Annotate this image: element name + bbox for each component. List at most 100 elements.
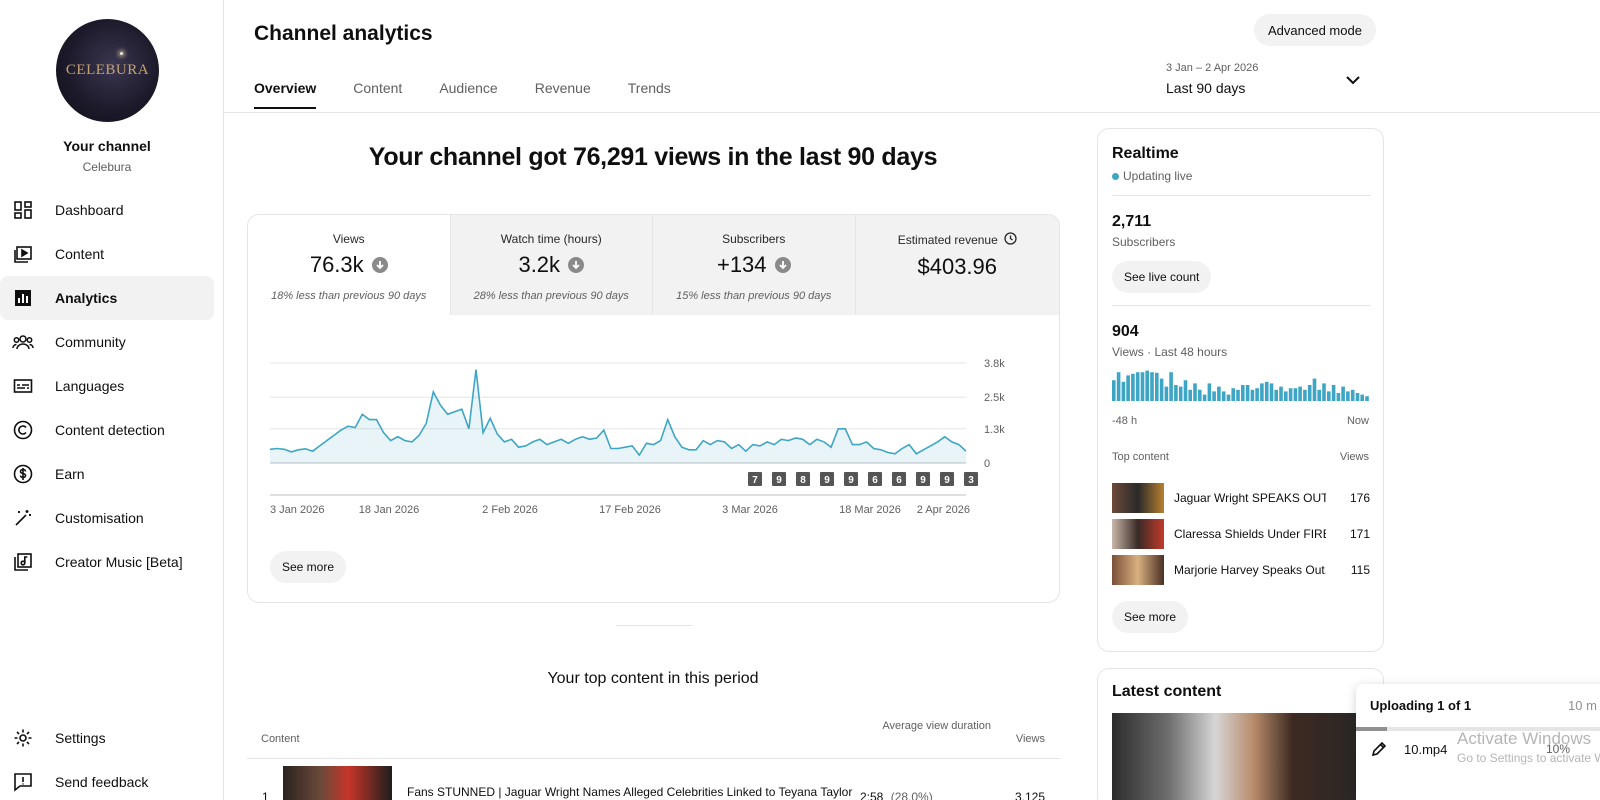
sidebar-item-content-detection[interactable]: Content detection — [0, 408, 214, 452]
realtime-bar — [1135, 372, 1140, 401]
upload-marker — [940, 472, 954, 486]
realtime-bar — [1245, 385, 1250, 401]
sidebar-item-customisation[interactable]: Customisation — [0, 496, 214, 540]
sidebar-item-earn[interactable]: Earn — [0, 452, 214, 496]
views-chart-svg: 3.8k 2.5k 1.3k 0 7 9 8 9 9 6 6 9 9 3 3 Jan 2026 18 Jan … — [269, 358, 1005, 516]
realtime-bar — [1178, 386, 1183, 401]
metric-revenue[interactable]: Estimated revenue $403.96 — [855, 215, 1060, 315]
realtime-bar — [1365, 396, 1369, 401]
realtime-bar — [1217, 386, 1221, 401]
sidebar-item-community[interactable]: Community — [0, 320, 214, 364]
list-item[interactable]: Jaguar Wright SPEAKS OUT... 176 — [1112, 483, 1370, 513]
list-item[interactable]: Marjorie Harvey Speaks Out... 115 — [1112, 555, 1370, 585]
realtime-bar — [1226, 394, 1231, 401]
sidebar-item-analytics[interactable]: Analytics — [0, 276, 214, 320]
pencil-icon[interactable] — [1370, 740, 1388, 763]
metric-value-row: 76.3k — [248, 252, 450, 278]
see-more-button[interactable]: See more — [1112, 601, 1189, 633]
see-live-count-button[interactable]: See live count — [1112, 261, 1212, 293]
upload-marker — [964, 472, 978, 486]
video-title: Claressa Shields Under FIRE... — [1174, 527, 1326, 541]
sidebar-item-creator-music[interactable]: Creator Music [Beta] — [0, 540, 214, 584]
advanced-mode-button[interactable]: Advanced mode — [1254, 14, 1376, 46]
avatar-sparkle — [120, 52, 123, 55]
realtime-bar — [1360, 394, 1364, 401]
upload-marker-label: 8 — [800, 475, 806, 486]
x-tick-label: 3 Jan 2026 — [270, 504, 324, 516]
tab-audience[interactable]: Audience — [439, 80, 498, 96]
video-thumbnail[interactable] — [283, 766, 392, 800]
metric-label: Subscribers — [722, 232, 786, 246]
upload-marker — [916, 472, 930, 486]
video-views: 171 — [1349, 527, 1370, 541]
column-views: Views — [1015, 733, 1045, 745]
realtime-bar — [1183, 380, 1188, 401]
realtime-bar — [1198, 389, 1202, 401]
y-tick-label: 2.5k — [984, 392, 1005, 404]
clock-icon — [1004, 232, 1017, 248]
x-tick-label: 17 Feb 2026 — [599, 504, 661, 516]
realtime-bar — [1188, 389, 1192, 401]
dashboard-icon — [12, 199, 34, 221]
channel-avatar[interactable]: CELEBURA — [56, 19, 159, 122]
upload-marker-label: 9 — [824, 475, 830, 486]
views-chart: 3.8k 2.5k 1.3k 0 7 9 8 9 9 6 6 9 9 3 3 Jan 2026 18 Jan … — [248, 315, 1059, 602]
metric-tabs: Views 76.3k 18% less than previous 90 da… — [248, 215, 1059, 315]
tab-revenue[interactable]: Revenue — [534, 80, 591, 96]
sidebar-item-settings[interactable]: Settings — [0, 716, 214, 760]
tab-overview[interactable]: Overview — [254, 80, 317, 109]
metric-subscribers[interactable]: Subscribers +134 15% less than previous … — [653, 215, 856, 315]
realtime-bar — [1150, 372, 1154, 401]
realtime-bar — [1202, 394, 1207, 401]
sidebar-item-feedback[interactable]: Send feedback — [0, 760, 214, 800]
upload-marker — [748, 472, 762, 486]
sidebar-item-languages[interactable]: Languages — [0, 364, 214, 408]
section-divider — [616, 625, 692, 626]
see-more-button[interactable]: See more — [270, 551, 347, 583]
realtime-bar — [1274, 389, 1278, 401]
sidebar-item-label: Creator Music [Beta] — [55, 554, 183, 570]
table-row[interactable]: 1 Fans STUNNED | Jaguar Wright Names All… — [247, 760, 1060, 800]
column-content: Content — [261, 733, 300, 745]
upload-file-name[interactable]: 10.mp4 — [1404, 742, 1448, 757]
metric-watch-time[interactable]: Watch time (hours) 3.2k 28% less than pr… — [450, 215, 653, 315]
y-tick-label: 1.3k — [984, 424, 1005, 436]
upload-marker — [844, 472, 858, 486]
metric-value: +134 — [716, 252, 767, 277]
sidebar-item-label: Earn — [55, 466, 85, 482]
page-title: Channel analytics — [254, 22, 433, 45]
series-line — [269, 369, 967, 457]
realtime-bar — [1112, 380, 1116, 401]
metric-views[interactable]: Views 76.3k 18% less than previous 90 da… — [248, 215, 451, 315]
upload-time-left: 10 m — [1568, 698, 1597, 713]
realtime-bar — [1236, 389, 1240, 401]
realtime-axis-start: -48 h — [1112, 415, 1138, 427]
video-title[interactable]: Fans STUNNED | Jaguar Wright Names Alleg… — [407, 785, 853, 799]
upload-marker-label: 6 — [872, 475, 878, 486]
sidebar-nav: Dashboard Content Analytics Community — [0, 188, 224, 584]
metric-value-row: $403.96 — [856, 254, 1060, 280]
x-tick-label: 3 Mar 2026 — [722, 504, 778, 516]
realtime-bar — [1279, 386, 1283, 401]
realtime-bar — [1121, 381, 1126, 401]
latest-video-thumbnail[interactable] — [1112, 713, 1370, 800]
realtime-bar — [1307, 385, 1312, 401]
upload-progress-fill — [1356, 727, 1388, 731]
overview-card: Views 76.3k 18% less than previous 90 da… — [247, 214, 1060, 603]
views-48h-label: Views · Last 48 hours — [1112, 345, 1228, 359]
date-range-dates: 3 Jan – 2 Apr 2026 — [1166, 62, 1259, 74]
sidebar-item-content[interactable]: Content — [0, 232, 214, 276]
list-item[interactable]: Claressa Shields Under FIRE... 171 — [1112, 519, 1370, 549]
upload-marker-label: 9 — [848, 475, 854, 486]
views-headline: Your channel got 76,291 views in the las… — [368, 143, 938, 171]
metric-value: $403.96 — [917, 254, 998, 279]
tab-trends[interactable]: Trends — [627, 80, 671, 96]
realtime-bar — [1159, 378, 1164, 401]
realtime-bar — [1293, 388, 1298, 401]
arrow-down-icon — [371, 257, 388, 273]
upload-marker-label: 3 — [968, 475, 974, 486]
date-range-selector[interactable]: 3 Jan – 2 Apr 2026 Last 90 days — [1166, 62, 1366, 96]
video-thumbnail — [1112, 483, 1164, 513]
tab-content[interactable]: Content — [353, 80, 403, 96]
sidebar-item-dashboard[interactable]: Dashboard — [0, 188, 214, 232]
